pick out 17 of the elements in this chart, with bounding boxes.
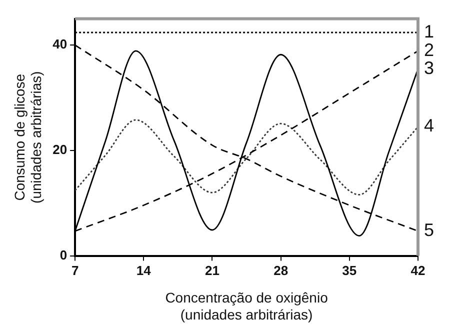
series-label: 5 [424,220,434,240]
x-tick-label: 35 [342,263,357,278]
series-label: 2 [424,40,434,60]
y-tick-label: 20 [52,142,68,158]
x-tick-label: 42 [410,263,426,278]
y-tick-label: 40 [52,36,68,52]
x-tick-label: 7 [71,263,79,278]
series-label: 4 [424,116,434,136]
series-label: 3 [424,58,434,78]
x-tick-label: 28 [274,263,288,278]
x-axis-title: Concentração de oxigênio (unidades arbitrárias) [165,290,328,322]
x-tick-label: 14 [136,263,152,278]
line-series [75,119,418,196]
series-label: 1 [424,21,434,42]
y-axis-title: Consumo de glicose (unidades arbitrárias) [11,71,44,204]
y-tick-label: 0 [60,247,68,262]
x-tick-label: 21 [205,263,220,278]
